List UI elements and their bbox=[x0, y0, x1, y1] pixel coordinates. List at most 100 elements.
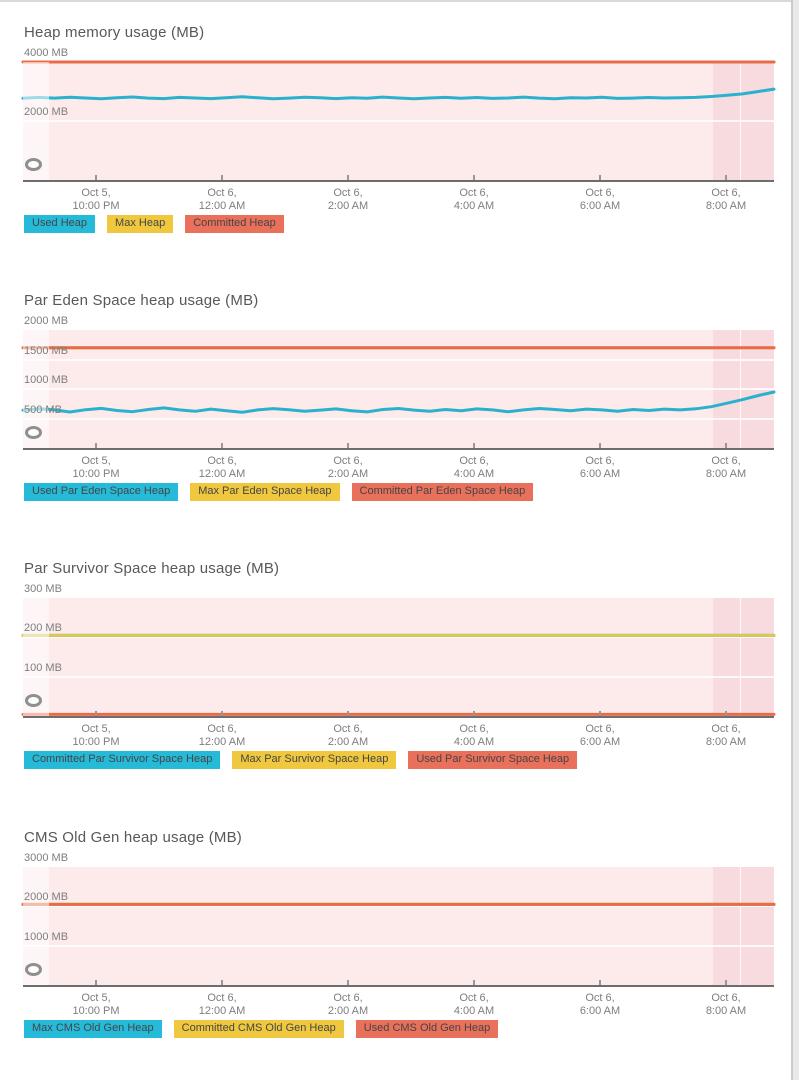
chart-legend: Committed Par Survivor Space Heap Max Par… bbox=[24, 751, 589, 769]
x-tick-label: Oct 6, 2:00 AM bbox=[293, 455, 403, 481]
legend-chip-cyan[interactable]: Used Heap bbox=[24, 215, 96, 233]
scrollbar-track-border bbox=[791, 0, 793, 1080]
x-axis-tick bbox=[347, 980, 349, 985]
legend-chip-yellow[interactable]: Max Par Survivor Space Heap bbox=[232, 751, 397, 769]
x-tick-label-line: Oct 6, bbox=[711, 455, 741, 467]
x-axis-tick bbox=[347, 443, 349, 448]
legend-chip-red[interactable]: Committed Par Eden Space Heap bbox=[351, 483, 534, 501]
x-axis-tick bbox=[95, 711, 97, 716]
x-tick-label-line: 6:00 AM bbox=[579, 736, 621, 748]
scrollbar-track[interactable] bbox=[793, 0, 799, 1080]
x-tick-label: Oct 6, 2:00 AM bbox=[293, 187, 403, 213]
x-tick-label-line: Oct 6, bbox=[459, 723, 489, 735]
plot-area[interactable]: 3000 MB 2000 MB 1000 MB bbox=[21, 852, 776, 985]
x-tick-label-line: Oct 6, bbox=[333, 723, 363, 735]
x-axis-tick bbox=[473, 980, 475, 985]
plot-area[interactable]: 2000 MB 1500 MB 1000 MB 500 MB bbox=[21, 315, 776, 448]
y-gridline bbox=[23, 358, 774, 361]
x-tick-label: Oct 6, 6:00 AM bbox=[545, 723, 655, 749]
x-axis-line bbox=[23, 711, 774, 718]
x-tick-label-line: Oct 6, bbox=[207, 455, 237, 467]
legend-chip-yellow[interactable]: Max Heap bbox=[107, 215, 174, 233]
chart-title: Par Eden Space heap usage (MB) bbox=[24, 292, 259, 309]
x-tick-label-line: Oct 6, bbox=[207, 723, 237, 735]
plot-area[interactable]: 300 MB 200 MB 100 MB bbox=[21, 583, 776, 716]
series-lines bbox=[21, 633, 776, 716]
chart-section-cms-old-gen: CMS Old Gen heap usage (MB) 3000 MB 2000 … bbox=[0, 829, 799, 1079]
y-tick-label: 4000 MB bbox=[24, 47, 69, 59]
chart-section-par-survivor-space: Par Survivor Space heap usage (MB) 300 M… bbox=[0, 560, 799, 810]
y-tick-label: 1000 MB bbox=[24, 930, 69, 943]
x-axis-line bbox=[23, 443, 774, 450]
legend-chip-yellow[interactable]: Max Par Eden Space Heap bbox=[190, 483, 340, 501]
x-tick-label-line: 12:00 AM bbox=[198, 468, 246, 480]
legend-chip-cyan[interactable]: Committed Par Survivor Space Heap bbox=[24, 751, 221, 769]
x-axis-tick bbox=[347, 175, 349, 180]
series-lines bbox=[21, 60, 776, 101]
legend-chip-cyan[interactable]: Max CMS Old Gen Heap bbox=[24, 1020, 162, 1038]
x-axis-labels: Oct 5, 10:00 PM Oct 6, 12:00 AM Oct 6, 2:00 A… bbox=[23, 723, 774, 750]
legend-chip-red[interactable]: Used Par Survivor Space Heap bbox=[408, 751, 578, 769]
x-tick-label-line: 10:00 PM bbox=[72, 200, 120, 212]
window-border-top bbox=[0, 0, 799, 2]
x-axis-tick bbox=[95, 980, 97, 985]
x-tick-label-line: 6:00 AM bbox=[579, 468, 621, 480]
x-tick-label: Oct 6, 8:00 AM bbox=[671, 455, 781, 481]
x-axis-tick bbox=[599, 175, 601, 180]
x-tick-label: Oct 6, 12:00 AM bbox=[167, 723, 277, 749]
legend-chip-yellow[interactable]: Committed CMS Old Gen Heap bbox=[173, 1020, 344, 1038]
plot-area[interactable]: 4000 MB 2000 MB bbox=[21, 47, 776, 180]
x-tick-label: Oct 5, 10:00 PM bbox=[41, 992, 151, 1018]
x-tick-label: Oct 6, 6:00 AM bbox=[545, 992, 655, 1018]
x-tick-label: Oct 6, 8:00 AM bbox=[671, 723, 781, 749]
y-gridline bbox=[23, 944, 774, 947]
legend-chip-red[interactable]: Used CMS Old Gen Heap bbox=[355, 1020, 499, 1038]
y-gridline bbox=[23, 675, 774, 678]
x-tick-label-line: 10:00 PM bbox=[72, 1005, 120, 1017]
x-axis-tick bbox=[95, 175, 97, 180]
x-tick-label-line: 12:00 AM bbox=[198, 200, 246, 212]
series-lines bbox=[21, 346, 776, 414]
x-tick-label-line: 2:00 AM bbox=[327, 468, 369, 480]
x-tick-label-line: 4:00 AM bbox=[453, 1005, 495, 1017]
x-tick-label-line: Oct 6, bbox=[333, 455, 363, 467]
y-gridline bbox=[23, 388, 774, 390]
x-tick-label-line: Oct 6, bbox=[585, 187, 615, 199]
x-tick-label-line: 4:00 AM bbox=[453, 200, 495, 212]
x-axis-tick bbox=[599, 443, 601, 448]
y-tick-label: 2000 MB bbox=[24, 106, 69, 118]
x-tick-label-line: Oct 5, bbox=[81, 723, 111, 735]
x-tick-label-line: Oct 6, bbox=[459, 455, 489, 467]
x-axis-tick bbox=[473, 443, 475, 448]
legend-chip-red[interactable]: Committed Heap bbox=[185, 215, 284, 233]
x-tick-label-line: 8:00 AM bbox=[705, 1005, 747, 1017]
x-tick-label-line: Oct 5, bbox=[81, 187, 111, 199]
x-axis-tick bbox=[221, 711, 223, 716]
x-axis-tick bbox=[725, 980, 727, 985]
x-axis-tick bbox=[221, 175, 223, 180]
pan-handle-icon bbox=[25, 963, 42, 976]
x-tick-label-line: Oct 6, bbox=[585, 723, 615, 735]
x-tick-label-line: 8:00 AM bbox=[705, 200, 747, 212]
x-axis-tick bbox=[725, 711, 727, 716]
x-tick-label-line: Oct 6, bbox=[585, 992, 615, 1004]
y-tick-label: 100 MB bbox=[24, 661, 62, 674]
y-tick-label: 500 MB bbox=[24, 403, 62, 416]
legend-chip-cyan[interactable]: Used Par Eden Space Heap bbox=[24, 483, 179, 501]
x-tick-label-line: 2:00 AM bbox=[327, 1005, 369, 1017]
x-tick-label: Oct 6, 8:00 AM bbox=[671, 992, 781, 1018]
recent-data-band bbox=[713, 598, 774, 716]
x-tick-label-line: Oct 5, bbox=[81, 455, 111, 467]
x-tick-label-line: Oct 6, bbox=[459, 992, 489, 1004]
y-gridline bbox=[23, 120, 774, 122]
x-tick-label: Oct 6, 4:00 AM bbox=[419, 187, 529, 213]
x-axis-tick bbox=[473, 175, 475, 180]
x-tick-label-line: 8:00 AM bbox=[705, 736, 747, 748]
x-tick-label: Oct 6, 2:00 AM bbox=[293, 992, 403, 1018]
x-tick-label: Oct 6, 4:00 AM bbox=[419, 992, 529, 1018]
x-axis-tick bbox=[347, 711, 349, 716]
chart-section-par-eden-space: Par Eden Space heap usage (MB) 2000 MB 15… bbox=[0, 292, 799, 542]
x-tick-label-line: 10:00 PM bbox=[72, 736, 120, 748]
x-tick-label: Oct 6, 8:00 AM bbox=[671, 187, 781, 213]
x-tick-label-line: Oct 6, bbox=[585, 455, 615, 467]
